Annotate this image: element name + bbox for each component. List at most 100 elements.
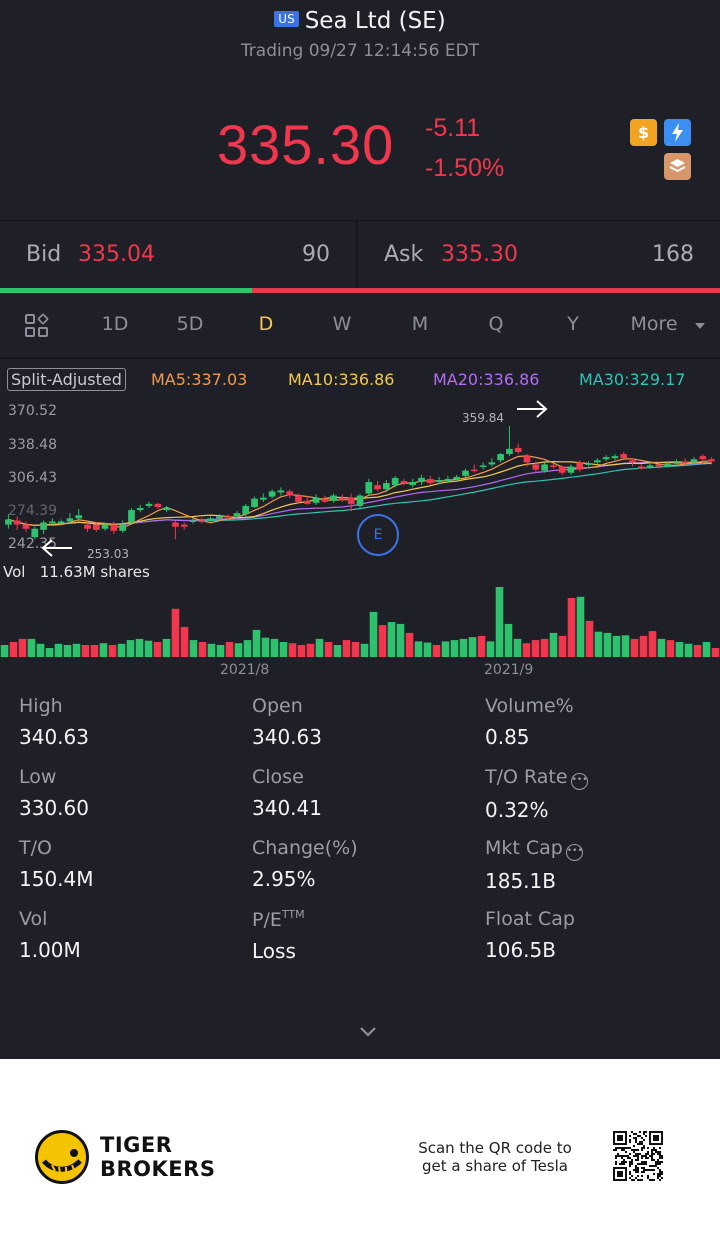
stat-value: 185.1B bbox=[485, 869, 556, 893]
tab-more[interactable]: More bbox=[630, 313, 678, 335]
tab-w[interactable]: W bbox=[332, 313, 352, 335]
volume-bar bbox=[603, 632, 612, 657]
volume-bar bbox=[459, 638, 468, 657]
candle bbox=[31, 526, 39, 540]
candle bbox=[479, 462, 487, 470]
ma20-value: MA20:336.86 bbox=[433, 370, 540, 389]
layout-grid-icon[interactable] bbox=[25, 312, 50, 338]
candle bbox=[514, 443, 522, 455]
x-tick-label: 2021/8 bbox=[220, 662, 270, 678]
candle bbox=[374, 481, 381, 492]
stat-value: 0.32% bbox=[485, 798, 549, 822]
scan-text-2: get a share of Tesla bbox=[422, 1157, 568, 1175]
candle bbox=[365, 478, 373, 496]
y-tick-label: 274.39 bbox=[8, 503, 57, 519]
volume-bar bbox=[495, 587, 504, 657]
candle bbox=[5, 514, 12, 529]
volume-bar bbox=[612, 635, 621, 657]
candle bbox=[224, 514, 232, 520]
volume-bar bbox=[234, 643, 243, 657]
volume-bar bbox=[306, 643, 315, 657]
volume-chart[interactable] bbox=[0, 580, 720, 658]
stat-change-pct: Change(%) 2.95% bbox=[252, 837, 472, 891]
candle bbox=[145, 501, 153, 509]
flash-icon[interactable] bbox=[664, 119, 691, 146]
stat-turnover-rate: T/O Rate ••• 0.32% bbox=[485, 766, 705, 822]
candle bbox=[303, 495, 311, 505]
stat-pe: P/ETTM Loss bbox=[252, 908, 472, 963]
volume-bar bbox=[243, 640, 252, 657]
info-icon[interactable]: ••• bbox=[565, 844, 583, 861]
volume-bar bbox=[81, 645, 90, 657]
y-tick-label: 370.52 bbox=[8, 403, 57, 419]
stack-icon[interactable] bbox=[664, 153, 691, 180]
candlestick-chart[interactable] bbox=[0, 395, 720, 555]
volume-bar bbox=[90, 645, 99, 657]
volume-bar bbox=[315, 638, 324, 657]
volume-bar bbox=[225, 642, 234, 657]
stat-label: Vol bbox=[19, 908, 48, 930]
candle bbox=[664, 461, 671, 468]
tab-q[interactable]: Q bbox=[488, 313, 504, 335]
expand-chevron-icon[interactable] bbox=[356, 1020, 380, 1044]
promo-footer: TIGER BROKERS Scan the QR code to get a … bbox=[0, 1059, 720, 1255]
candle bbox=[470, 464, 478, 473]
volume-bar bbox=[108, 645, 117, 657]
candle bbox=[708, 457, 715, 465]
volume-bar bbox=[549, 632, 558, 657]
volume-bar bbox=[288, 643, 297, 657]
chevron-down-icon[interactable] bbox=[694, 322, 706, 330]
stat-value: 340.63 bbox=[252, 725, 322, 749]
ma30-value: MA30:329.17 bbox=[579, 370, 686, 389]
volume-bar bbox=[72, 643, 81, 657]
candle bbox=[330, 493, 337, 503]
stat-low: Low 330.60 bbox=[19, 766, 239, 820]
candle bbox=[497, 453, 504, 463]
last-price: 335.30 bbox=[217, 113, 395, 176]
low-marker-label: 253.03 bbox=[87, 547, 129, 561]
candle bbox=[435, 476, 443, 485]
earnings-marker[interactable]: E bbox=[357, 514, 399, 556]
volume-bar bbox=[693, 645, 702, 657]
split-adjusted-toggle[interactable]: Split-Adjusted bbox=[7, 368, 126, 391]
tab-1d[interactable]: 1D bbox=[101, 313, 129, 335]
candle bbox=[198, 517, 206, 524]
scan-text-1: Scan the QR code to bbox=[418, 1139, 572, 1157]
candle bbox=[391, 475, 399, 488]
volume-bar bbox=[180, 626, 189, 657]
tab-d[interactable]: D bbox=[258, 313, 274, 335]
volume-bar bbox=[702, 642, 711, 657]
volume-bar bbox=[486, 641, 495, 657]
volume-bar bbox=[216, 645, 225, 657]
volume-bar bbox=[477, 635, 486, 657]
stat-float-cap: Float Cap 106.5B bbox=[485, 908, 705, 962]
candle bbox=[286, 489, 294, 498]
candle bbox=[13, 516, 21, 530]
stat-label: P/E bbox=[252, 909, 282, 931]
volume-bar bbox=[369, 611, 378, 657]
brand-line-1: TIGER bbox=[100, 1133, 173, 1157]
stat-value: Loss bbox=[252, 939, 296, 963]
volume-bar bbox=[522, 643, 531, 657]
bid-ask-panel: Bid 335.04 90 Ask 335.30 168 bbox=[0, 220, 720, 289]
stat-high: High 340.63 bbox=[19, 695, 239, 749]
quote-header: US Sea Ltd (SE) Trading 09/27 12:14:56 ED… bbox=[0, 0, 720, 220]
tab-y[interactable]: Y bbox=[567, 313, 579, 335]
bid-ask-ratio-bar bbox=[0, 288, 720, 293]
volume-bar bbox=[270, 638, 279, 657]
candle bbox=[22, 521, 30, 532]
candle bbox=[268, 489, 276, 499]
candle bbox=[49, 518, 56, 526]
volume-bar bbox=[342, 640, 351, 657]
candle bbox=[611, 454, 619, 461]
volume-bar bbox=[531, 640, 540, 657]
candle bbox=[84, 522, 91, 532]
volume-bar bbox=[54, 643, 63, 657]
dollar-icon[interactable]: $ bbox=[630, 119, 657, 146]
info-icon[interactable]: ••• bbox=[570, 773, 588, 790]
volume-value: 11.63M shares bbox=[39, 563, 150, 581]
price-change-percent: -1.50% bbox=[425, 154, 505, 182]
tab-m[interactable]: M bbox=[411, 313, 429, 335]
candle bbox=[180, 522, 188, 530]
tab-5d[interactable]: 5D bbox=[176, 313, 204, 335]
